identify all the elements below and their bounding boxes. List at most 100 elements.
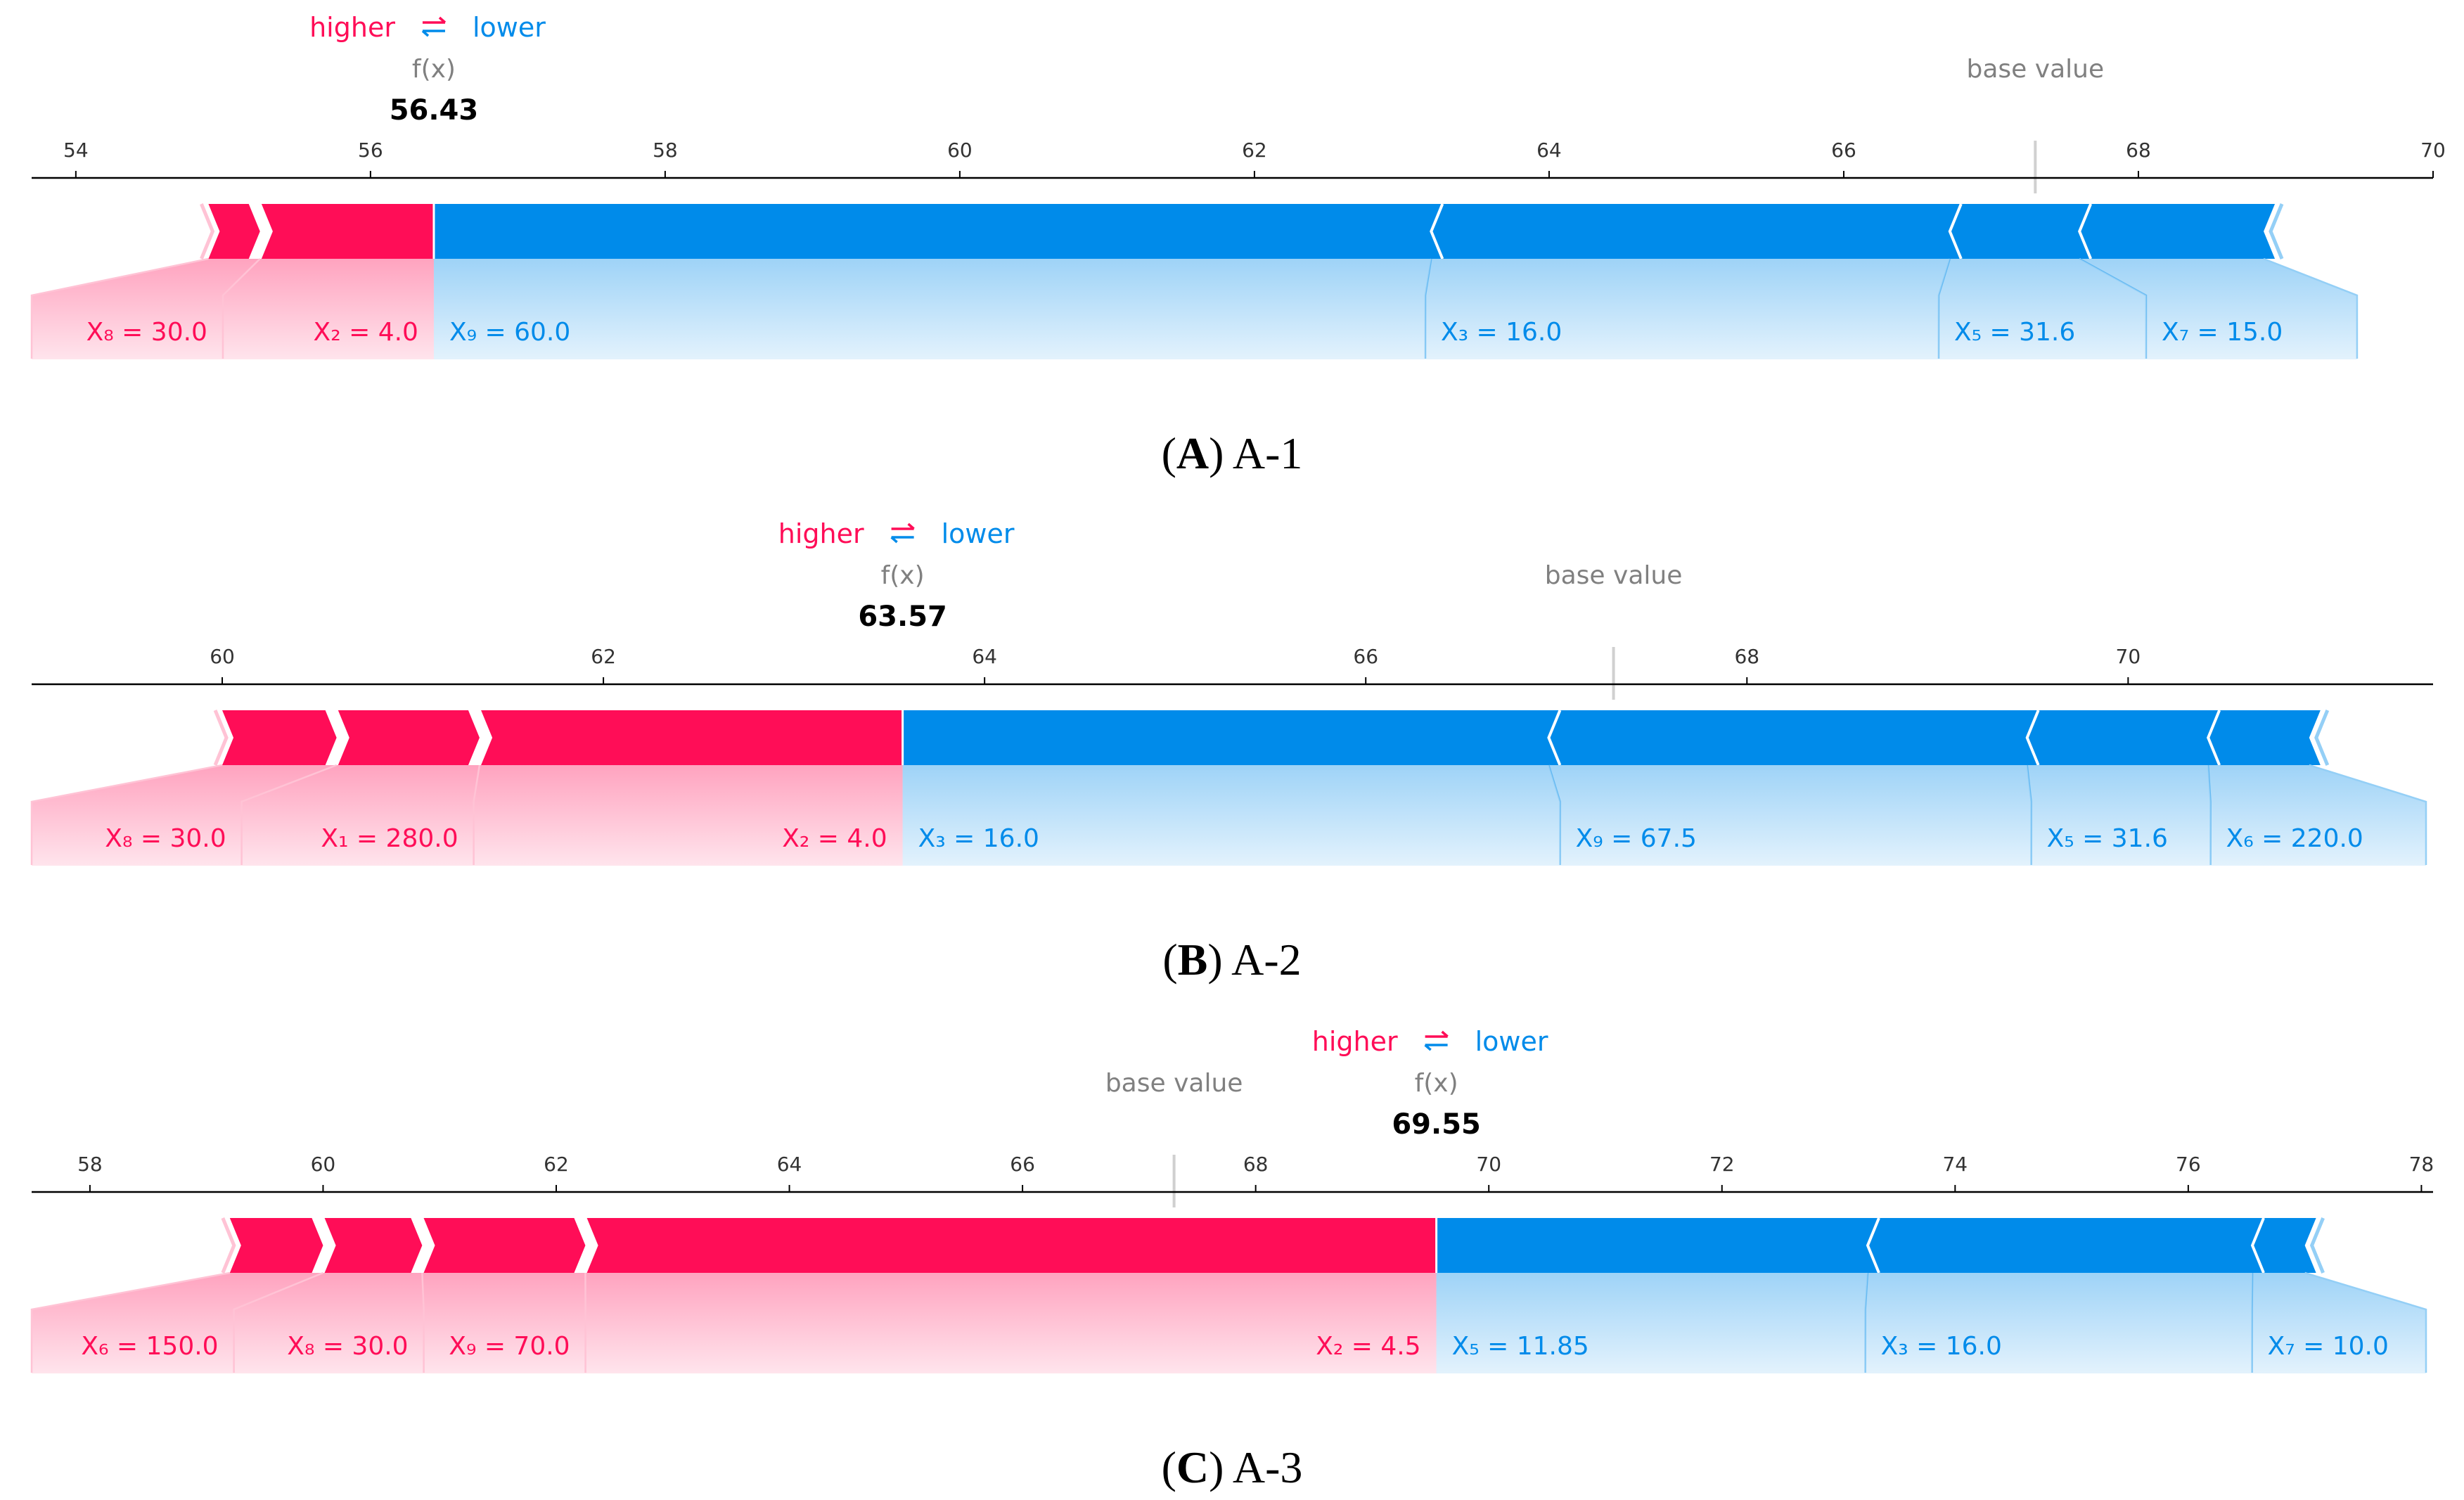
caption-letter: A — [1176, 428, 1209, 478]
force-plot-panel-a: higher lower f(x) 56.43 base value 54 56 58 60 62… — [0, 12, 2464, 478]
segment-divider — [335, 710, 349, 766]
negative-force-segment — [902, 710, 1560, 765]
ghost-chevron — [213, 710, 229, 766]
legend: higher lower — [778, 518, 1015, 549]
feature-label-text: X₈ = 30.0 — [287, 1332, 408, 1361]
x-tick-label: 60 — [311, 1153, 336, 1176]
positive-force-segment — [259, 204, 434, 259]
feature-label-text: X₅ = 11.85 — [1452, 1332, 1589, 1361]
base-value-label: base value — [1967, 55, 2105, 84]
legend: higher lower — [1312, 1026, 1548, 1057]
label-connector — [473, 764, 481, 865]
x-tick-label: 68 — [1243, 1153, 1269, 1176]
x-tick-label: 66 — [1010, 1153, 1035, 1176]
segment-divider — [258, 203, 273, 259]
caption-letter: C — [1176, 1442, 1209, 1492]
caption-letter: B — [1178, 935, 1208, 985]
x-tick-label: 54 — [63, 139, 89, 162]
negative-force-segment — [1431, 204, 1961, 259]
x-tick-label: 70 — [2420, 139, 2446, 162]
negative-force-segment — [1949, 204, 2091, 259]
negative-force-segment — [2079, 204, 2276, 259]
label-connector — [421, 1272, 425, 1373]
legend-higher-label: higher — [778, 518, 864, 549]
caption-title: ) A-1 — [1209, 428, 1302, 478]
fx-value: 63.57 — [858, 601, 947, 633]
x-tick-label: 60 — [947, 139, 973, 162]
x-tick-label: 70 — [2116, 645, 2141, 668]
label-connector — [222, 258, 261, 359]
force-plot-panel-b: higher lower f(x) 63.57 base value 60 62 64 66 68… — [0, 518, 2464, 985]
fx-value: 56.43 — [390, 94, 479, 127]
negative-force-segment — [1548, 710, 2039, 765]
caption-title: ) A-3 — [1209, 1442, 1302, 1492]
feature-label-text: X₃ = 16.0 — [1441, 318, 1562, 347]
x-tick-label: 74 — [1942, 1153, 1968, 1176]
caption-open: ( — [1162, 935, 1177, 985]
fx-label: f(x) — [881, 561, 925, 590]
x-tick-label: 62 — [591, 645, 616, 668]
feature-label-text: X₉ = 70.0 — [449, 1332, 570, 1361]
negative-force-segment — [2027, 710, 2220, 765]
segment-divider — [1866, 1217, 1880, 1274]
force-plot-panel-c: higher lower f(x) 69.55 base value 58 60 62 64 66… — [0, 1026, 2464, 1492]
segment-divider — [1948, 203, 1963, 259]
x-tick-label: 64 — [777, 1153, 802, 1176]
segment-divider — [2025, 710, 2040, 766]
legend-higher-label: higher — [1312, 1026, 1398, 1057]
label-connector — [2304, 1271, 2427, 1373]
legend-lower-label: lower — [942, 518, 1015, 549]
x-tick-label: 66 — [1353, 645, 1378, 668]
feature-label-text: X₈ = 30.0 — [86, 318, 207, 347]
x-tick-label: 58 — [77, 1153, 103, 1176]
x-tick-label: 66 — [1831, 139, 1856, 162]
label-connector — [233, 1271, 323, 1373]
panel-caption: (A) A-1 — [1162, 428, 1303, 478]
negative-force-segment — [2208, 710, 2321, 765]
base-value-label: base value — [1105, 1069, 1243, 1098]
feature-label-text: X₁ = 280.0 — [321, 824, 458, 853]
x-tick-label: 60 — [210, 645, 235, 668]
x-tick-label: 78 — [2409, 1153, 2434, 1176]
feature-label-text: X₅ = 31.6 — [2047, 824, 2168, 853]
caption-open: ( — [1162, 1442, 1176, 1492]
ghost-chevron — [2309, 1217, 2325, 1274]
label-connector — [1548, 764, 1561, 865]
label-connector — [2309, 764, 2427, 865]
legend: higher lower — [309, 12, 546, 43]
panel-caption: (C) A-3 — [1162, 1442, 1303, 1492]
x-tick-label: 68 — [1734, 645, 1759, 668]
feature-label-text: X₆ = 220.0 — [2226, 824, 2363, 853]
x-tick-label: 62 — [544, 1153, 569, 1176]
x-tick-label: 64 — [1536, 139, 1562, 162]
negative-force-segment — [1436, 1218, 1879, 1273]
feature-label-text: X₂ = 4.0 — [314, 318, 418, 347]
positive-force-segment — [479, 710, 903, 765]
segment-divider — [2207, 710, 2221, 766]
positive-force-segment — [229, 1218, 323, 1273]
positive-force-segment — [336, 710, 480, 765]
fx-value: 69.55 — [1392, 1108, 1481, 1141]
legend-higher-label: higher — [309, 12, 395, 43]
label-connector — [2207, 764, 2212, 865]
fade-mask — [0, 866, 2464, 922]
feature-label-text: X₉ = 67.5 — [1576, 824, 1697, 853]
feature-label-text: X₂ = 4.0 — [782, 824, 887, 853]
x-tick-label: 64 — [972, 645, 997, 668]
ghost-chevron — [2314, 710, 2330, 766]
feature-label-text: X₆ = 150.0 — [81, 1332, 218, 1361]
ghost-chevron — [200, 203, 215, 259]
caption-title: ) A-2 — [1207, 935, 1301, 985]
fx-label: f(x) — [1415, 1069, 1458, 1098]
positive-force-segment — [585, 1218, 1437, 1273]
x-tick-label: 58 — [653, 139, 678, 162]
ghost-chevron — [2269, 203, 2284, 259]
fade-mask — [0, 1373, 2464, 1430]
segment-divider — [1430, 203, 1444, 259]
fx-label: f(x) — [412, 55, 456, 84]
swap-arrows-icon — [890, 523, 915, 544]
x-tick-label: 68 — [2126, 139, 2151, 162]
negative-force-segment — [1867, 1218, 2264, 1273]
x-tick-label: 76 — [2176, 1153, 2201, 1176]
